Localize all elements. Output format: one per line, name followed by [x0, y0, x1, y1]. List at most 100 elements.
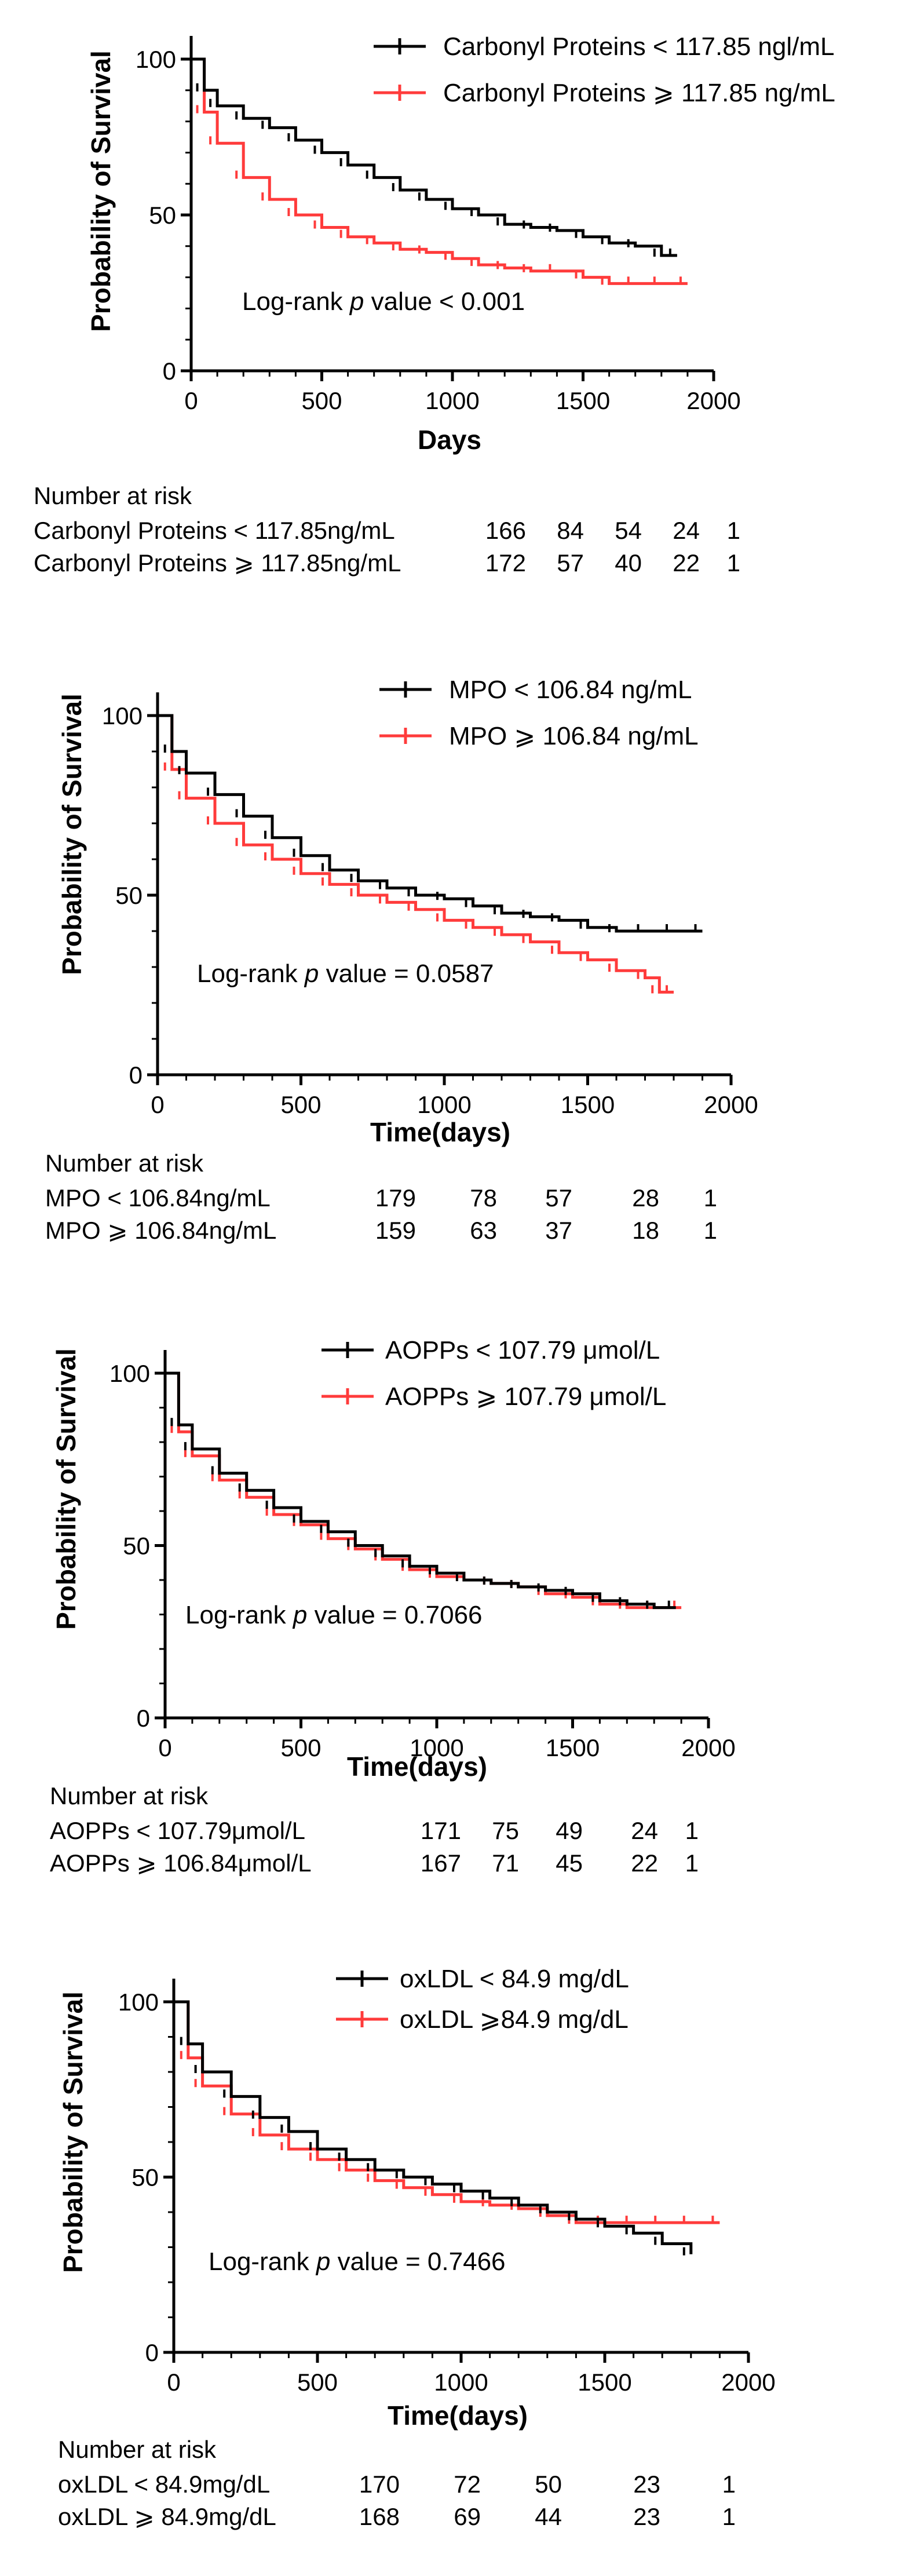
risk-cell: 159 — [375, 1217, 416, 1244]
x-tick-label: 1500 — [561, 1091, 615, 1118]
risk-cell: 22 — [631, 1849, 658, 1877]
risk-cell: 45 — [556, 1849, 583, 1877]
x-tick-label: 1500 — [578, 2369, 631, 2396]
risk-cell: 24 — [631, 1817, 658, 1844]
risk-cell: 1 — [726, 549, 740, 577]
risk-cell: 40 — [615, 549, 642, 577]
risk-cell: 1 — [685, 1817, 699, 1844]
risk-cell: 84 — [557, 517, 584, 544]
risk-table: Number at risk Carbonyl Proteins < 117.8… — [34, 480, 874, 584]
logrank-suffix: value < 0.001 — [364, 287, 525, 316]
y-tick-label: 100 — [109, 1360, 150, 1387]
risk-cell: 50 — [535, 2471, 562, 2498]
legend-label-1: oxLDL ⩾84.9 mg/dL — [400, 2005, 629, 2034]
risk-cell: 63 — [470, 1217, 497, 1244]
risk-cell: 49 — [556, 1817, 583, 1844]
x-tick-label: 500 — [297, 2369, 338, 2396]
x-axis-label: Time(days) — [370, 1117, 510, 1147]
logrank-p: p — [349, 287, 364, 316]
logrank-p: p — [315, 2247, 330, 2276]
y-tick-label: 0 — [129, 1061, 143, 1089]
km-panel-3: Probability of Survival 0 50 100 0 500 1000 15… — [0, 1304, 906, 1895]
y-tick-label: 0 — [163, 357, 176, 385]
survival-curves — [165, 1371, 682, 1610]
logrank-suffix: value = 0.7066 — [307, 1601, 482, 1629]
x-tick-label: 2000 — [681, 1734, 735, 1761]
x-tick-label: 1000 — [434, 2369, 488, 2396]
risk-cell: 22 — [673, 549, 700, 577]
risk-header: Number at risk — [50, 1782, 209, 1809]
legend-label-1: MPO ⩾ 106.84 ng/mL — [449, 722, 699, 750]
legend-label-1: AOPPs ⩾ 107.79 μmol/L — [385, 1382, 666, 1411]
legend-label-0: MPO < 106.84 ng/mL — [449, 676, 692, 704]
logrank-prefix: Log-rank — [197, 959, 305, 988]
risk-cell: 168 — [359, 2503, 400, 2530]
risk-table: Number at risk MPO < 106.84ng/mL 179 78 … — [45, 1147, 885, 1251]
x-tick-label: 500 — [280, 1091, 321, 1118]
risk-row-label-0: AOPPs < 107.79μmol/L — [50, 1817, 305, 1844]
risk-cell: 28 — [632, 1184, 659, 1212]
legend-label-0: oxLDL < 84.9 mg/dL — [400, 1965, 629, 1993]
x-tick-label: 0 — [151, 1091, 164, 1118]
risk-cell: 1 — [703, 1217, 717, 1244]
legend-label-0: AOPPs < 107.79 μmol/L — [385, 1336, 660, 1364]
y-tick-label: 100 — [102, 702, 143, 729]
x-tick-label: 2000 — [686, 387, 740, 414]
x-axis-label: Time(days) — [388, 2400, 528, 2431]
risk-cell: 57 — [545, 1184, 572, 1212]
risk-header: Number at risk — [34, 482, 192, 509]
x-tick-label: 1500 — [546, 1734, 600, 1761]
risk-row-label-1: oxLDL ⩾ 84.9mg/dL — [58, 2503, 276, 2530]
risk-cell: 171 — [420, 1817, 461, 1844]
risk-cell: 1 — [722, 2503, 736, 2530]
x-tick-label: 1000 — [425, 387, 479, 414]
risk-cell: 37 — [545, 1217, 572, 1244]
risk-cell: 179 — [375, 1184, 416, 1212]
y-tick-label: 50 — [149, 202, 176, 229]
y-axis-label: Probability of Survival — [57, 694, 87, 975]
risk-row-label-1: MPO ⩾ 106.84ng/mL — [45, 1217, 277, 1244]
legend: AOPPs < 107.79 μmol/L AOPPs ⩾ 107.79 μmo… — [322, 1336, 666, 1411]
y-axis-label: Probability of Survival — [51, 1348, 81, 1630]
legend: Carbonyl Proteins < 117.85 ngl/mL Carbon… — [374, 32, 835, 107]
x-tick-label: 0 — [167, 2369, 180, 2396]
logrank-suffix: value = 0.7466 — [330, 2247, 505, 2276]
x-tick-label: 0 — [158, 1734, 171, 1761]
survival-curve-0 — [165, 1371, 676, 1610]
logrank-p: p — [304, 959, 319, 988]
risk-cell: 1 — [726, 517, 740, 544]
risk-header: Number at risk — [45, 1150, 204, 1177]
risk-cell: 170 — [359, 2471, 400, 2498]
risk-cell: 172 — [485, 549, 526, 577]
km-panel-4: Probability of Survival 0 50 100 0 500 1000 15… — [0, 1935, 906, 2573]
y-tick-label: 50 — [123, 1533, 150, 1560]
legend-label-1: Carbonyl Proteins ⩾ 117.85 ng/mL — [443, 79, 835, 107]
x-tick-label: 2000 — [704, 1091, 758, 1118]
survival-curve-1 — [158, 714, 674, 994]
x-tick-label: 500 — [301, 387, 342, 414]
risk-table: Number at risk oxLDL < 84.9mg/dL 170 72 … — [58, 2433, 892, 2538]
y-axis-label: Probability of Survival — [58, 1991, 88, 2273]
risk-cell: 167 — [420, 1849, 461, 1877]
risk-cell: 78 — [470, 1184, 497, 1212]
risk-cell: 18 — [632, 1217, 659, 1244]
y-tick-label: 0 — [145, 2339, 159, 2366]
y-tick-label: 100 — [118, 1988, 159, 2016]
risk-row-label-0: MPO < 106.84ng/mL — [45, 1184, 271, 1212]
risk-cell: 57 — [557, 549, 584, 577]
logrank-annotation: Log-rank p value = 0.7466 — [209, 2247, 506, 2276]
y-tick-label: 0 — [137, 1705, 150, 1732]
y-axis-label: Probability of Survival — [86, 50, 116, 332]
survival-curve-0 — [174, 2000, 693, 2254]
survival-curves — [191, 57, 688, 285]
risk-cell: 69 — [454, 2503, 481, 2530]
survival-curve-0 — [158, 714, 703, 933]
